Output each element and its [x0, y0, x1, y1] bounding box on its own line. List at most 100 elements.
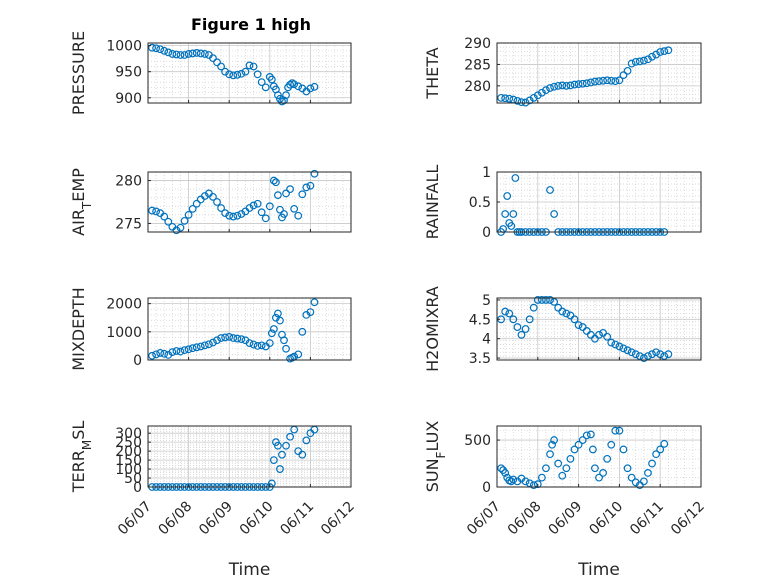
data-point — [267, 329, 276, 338]
axes-box — [496, 425, 702, 488]
data-point — [578, 79, 587, 88]
data-point — [298, 327, 307, 336]
data-point — [588, 445, 597, 454]
data-point — [249, 201, 258, 210]
subplot-2: 290 285 280 THETA — [423, 36, 702, 107]
data-point — [148, 206, 156, 215]
data-point — [209, 192, 217, 201]
data-point — [164, 48, 173, 57]
data-point — [615, 426, 624, 435]
data-point — [298, 190, 307, 199]
y-tick-label: 290 — [464, 36, 491, 52]
data-point — [294, 211, 303, 220]
data-point — [271, 178, 280, 187]
data-point — [546, 450, 554, 459]
data-point — [599, 328, 607, 337]
y-tick-label: 280 — [464, 79, 491, 95]
y-tick-label: 500 — [464, 433, 491, 449]
data-point — [176, 347, 185, 356]
x-tick-label: 06/10 — [586, 499, 626, 539]
data-point — [204, 340, 213, 349]
data-point — [180, 216, 189, 225]
data-point — [233, 211, 242, 220]
data-point — [229, 334, 238, 342]
data-point — [558, 471, 567, 480]
data-point — [521, 477, 530, 486]
data-point — [603, 454, 612, 463]
data-point — [607, 440, 616, 449]
data-point — [267, 75, 276, 84]
data-point — [217, 334, 225, 342]
data-point — [233, 70, 242, 79]
data-point — [269, 325, 278, 333]
data-point — [274, 309, 282, 318]
data-point — [306, 181, 315, 190]
data-point — [501, 94, 510, 103]
data-point — [611, 77, 620, 86]
data-point — [631, 350, 640, 359]
data-point — [229, 212, 238, 221]
data-point — [607, 338, 616, 347]
subplot-1: 1000 950 900 PRESSURE — [69, 31, 352, 115]
data-point — [639, 477, 648, 486]
data-point — [619, 445, 628, 454]
data-point — [570, 80, 579, 89]
y-axis-label: MIXDEPTH — [69, 287, 88, 370]
y-tick-label: 4 — [482, 332, 491, 348]
data-point — [282, 441, 290, 450]
data-point — [599, 76, 607, 85]
y-axis-label: TERRMSL — [69, 421, 94, 494]
y-axis-label: AIRTEMP — [69, 168, 94, 236]
data-point — [505, 309, 514, 318]
data-point — [558, 81, 567, 90]
y-tick-label: 1000 — [106, 325, 142, 341]
y-tick-label: 0 — [482, 225, 491, 241]
data-point — [225, 211, 234, 220]
data-point — [209, 54, 217, 63]
y-tick-label: 900 — [115, 91, 142, 107]
subplot-5: 2000 1000 0 MIXDEPTH — [69, 287, 352, 371]
data-point — [200, 341, 209, 350]
data-point — [660, 47, 669, 56]
figure-title: Figure 1 high — [191, 15, 311, 34]
data-point — [595, 473, 603, 482]
data-point — [245, 61, 254, 70]
data-point — [253, 199, 262, 208]
data-point — [517, 98, 526, 107]
data-point — [192, 343, 201, 352]
data-point — [501, 210, 510, 218]
x-tick-label: 06/07 — [464, 499, 504, 539]
data-point — [595, 77, 603, 86]
data-point — [217, 204, 225, 212]
data-point — [310, 298, 319, 307]
data-point — [603, 76, 612, 85]
data-point — [635, 352, 644, 361]
data-point — [656, 48, 665, 56]
data-point — [306, 84, 315, 93]
data-point — [586, 430, 595, 439]
y-tick-label: 100 — [115, 462, 142, 478]
data-point — [180, 346, 189, 355]
subplot-4: 1 0.5 0 RAINFALL — [423, 165, 702, 241]
data-point — [497, 93, 505, 102]
data-point — [172, 226, 181, 235]
data-point — [152, 350, 161, 359]
data-point — [196, 49, 205, 58]
x-tick-label: 06/08 — [156, 499, 196, 539]
data-point — [245, 339, 254, 347]
subplot-8: 500 0 06/07 06/08 06/09 06/10 06/11 06/12 Time SU… — [423, 421, 708, 580]
data-point — [656, 445, 665, 454]
data-point — [276, 465, 284, 473]
x-axis-label: Time — [228, 560, 271, 580]
x-tick-label: 06/10 — [237, 499, 277, 539]
data-point — [619, 71, 628, 80]
data-point — [280, 336, 288, 345]
data-point — [221, 333, 230, 342]
data-point — [249, 340, 258, 349]
data-point — [148, 351, 156, 360]
data-point — [276, 316, 284, 325]
data-point — [554, 81, 563, 90]
data-point — [521, 325, 530, 333]
